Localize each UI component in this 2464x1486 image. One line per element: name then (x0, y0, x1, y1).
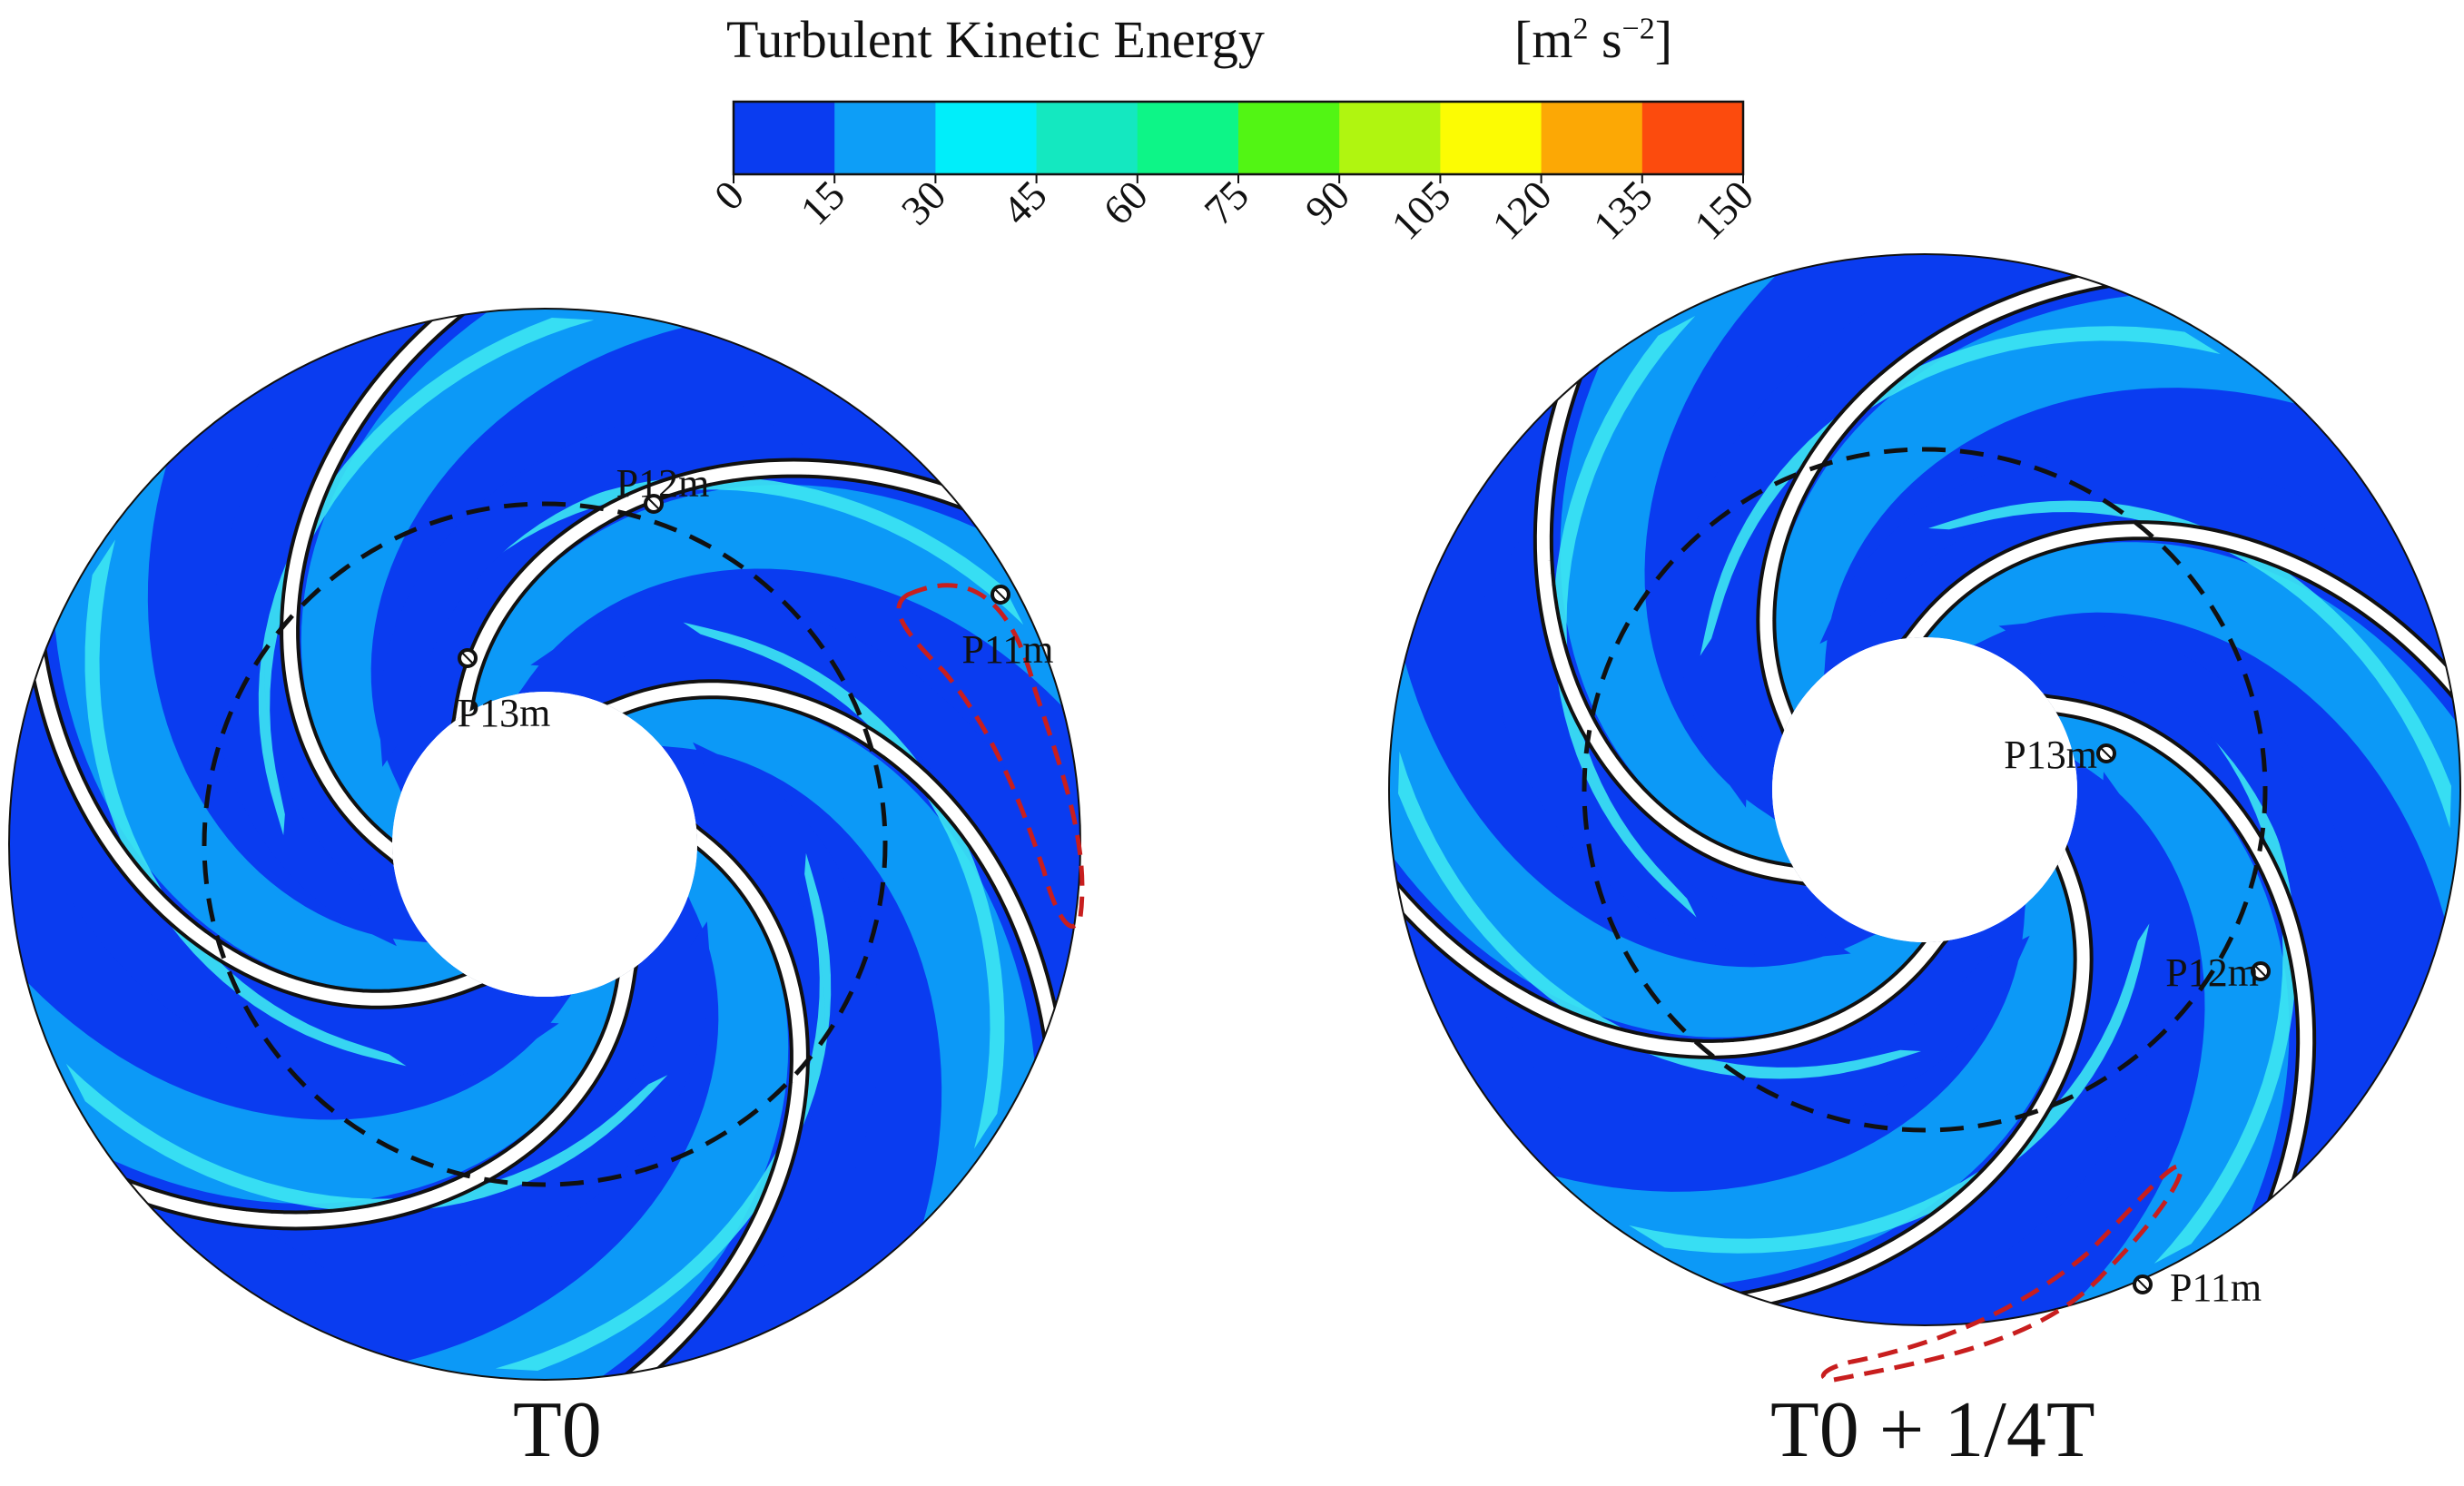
tke-core (379, 405, 863, 767)
monitor-circle (202, 501, 888, 1187)
tke-core (1679, 311, 2011, 808)
tke-core (530, 601, 1024, 940)
tke-band (1773, 293, 2314, 726)
colorbar-swatch (834, 102, 936, 174)
colorbar-swatch (1137, 102, 1239, 174)
tke-band (611, 695, 1036, 1242)
colorbar-swatch (1339, 102, 1441, 174)
monitor-point-cross (647, 497, 660, 510)
panel-label-t0-quarter: T0 + 1/4T (1770, 1386, 2095, 1474)
colorbar-unit: [m2 s−2] (1514, 10, 1673, 69)
flow-field (1389, 254, 2460, 1325)
colorbar-tick-label: 90 (1296, 172, 1359, 234)
blade (607, 822, 806, 1380)
monitor-circle (1582, 447, 2268, 1133)
blade (1714, 839, 2090, 1312)
colorbar-swatch (1238, 102, 1340, 174)
monitor-point-label: P11m (961, 627, 1053, 672)
tke-core (1838, 772, 2171, 1268)
tke-core (693, 742, 880, 1301)
tke-band (301, 309, 703, 853)
panel-label-t0: T0 (513, 1386, 602, 1474)
tke-band (1535, 853, 2076, 1286)
outer-rim (1388, 253, 2461, 1326)
highlight-region (1821, 1164, 2183, 1383)
tke-core (1819, 450, 2378, 645)
monitor-point-label: P11m (2170, 1265, 2262, 1310)
tke-core (1482, 478, 1851, 959)
colorbar-swatch (1541, 102, 1643, 174)
colorbar-swatch (734, 102, 835, 174)
tke-core (65, 748, 559, 1087)
blade (97, 953, 636, 1227)
monitor-point-label: P13m (2004, 733, 2097, 777)
colorbar-tick-label: 150 (1685, 172, 1762, 249)
tke-core (1472, 935, 2030, 1129)
colorbar: 0 15 30 45 60 75 90 105 120 135 150 (705, 100, 1762, 249)
blade (454, 461, 992, 735)
colorbar-tick-label: 30 (892, 172, 955, 234)
tke-band (387, 835, 789, 1380)
colorbar-title: Turbulent Kinetic Energy (726, 10, 1265, 69)
tke-streak (65, 1063, 668, 1213)
highlight-region (896, 583, 1085, 929)
tke-streak (2153, 662, 2297, 1265)
blade (596, 683, 1062, 1065)
colorbar-tick-label: 120 (1483, 172, 1561, 249)
colorbar-swatch (1036, 102, 1138, 174)
blade (1759, 268, 2135, 741)
monitor-point-cross (2100, 747, 2113, 760)
tke-band (1389, 643, 1937, 1038)
monitor-point-cross (994, 588, 1007, 601)
monitor-point-cross (461, 652, 474, 664)
tke-band (54, 447, 478, 993)
monitor-point-cross (2254, 965, 2267, 978)
hub (1772, 637, 2077, 942)
colorbar-tick-label: 60 (1094, 172, 1157, 234)
blade (27, 624, 493, 1006)
impeller-panel-t0: P11m P12m P13m (8, 308, 1085, 1381)
colorbar-swatch (1641, 102, 1744, 174)
colorbar-tick-label: 15 (792, 172, 854, 234)
colorbar-tick-label: 105 (1383, 172, 1460, 249)
colorbar-tick-label: 45 (993, 172, 1056, 234)
blade (1900, 524, 2460, 715)
colorbar-tick-label: 0 (705, 172, 753, 219)
tke-core (1998, 621, 2368, 1101)
monitor-point-label: P12m (2165, 950, 2259, 995)
monitor-point-cross (2136, 1278, 2149, 1291)
impeller-panel-t0-quarter: P11m P12m P13m (1388, 253, 2461, 1383)
colorbar-tick-label: 75 (1195, 172, 1257, 234)
blade (283, 309, 482, 866)
blade (2032, 696, 2313, 1230)
tke-streak (1552, 315, 1697, 918)
blade (1536, 349, 1818, 883)
tke-streak (421, 476, 1024, 625)
hub (392, 692, 697, 997)
monitor-point-label: P13m (458, 691, 551, 735)
colorbar-swatch (935, 102, 1038, 174)
colorbar-swatch (1440, 102, 1542, 174)
monitor-point-label: P12m (616, 461, 710, 506)
tke-band (1913, 542, 2460, 937)
colorbar-tick-label: 135 (1584, 172, 1661, 249)
tke-core (226, 921, 711, 1284)
blade (1389, 864, 1949, 1056)
tke-core (210, 388, 397, 947)
